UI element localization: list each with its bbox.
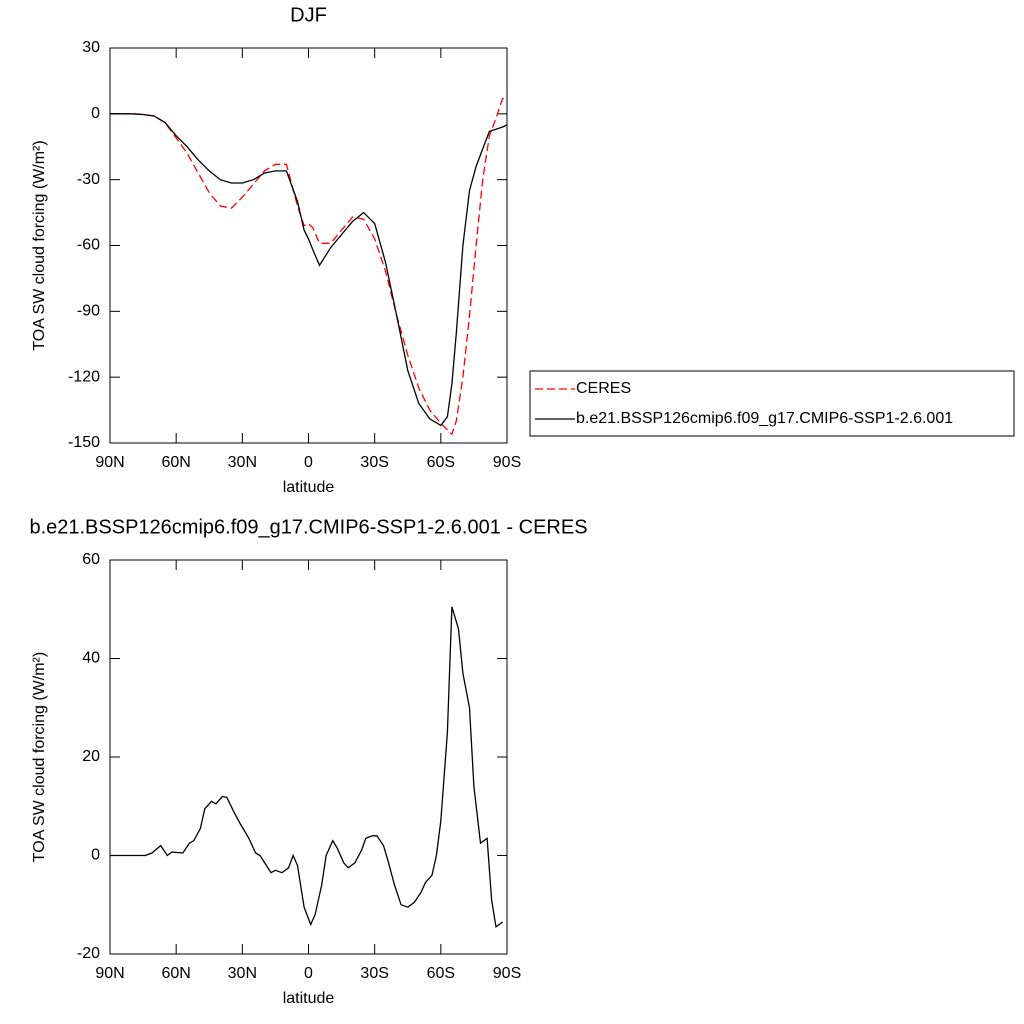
x-tick-label: 60S: [427, 965, 455, 982]
x-tick-label: 30N: [228, 454, 257, 471]
y-tick-label: 20: [82, 748, 100, 765]
chart-title: b.e21.BSSP126cmip6.f09_g17.CMIP6-SSP1-2.…: [29, 516, 587, 538]
x-tick-label: 90S: [493, 454, 521, 471]
y-axis-label: TOA SW cloud forcing (W/m²): [31, 652, 48, 862]
y-tick-label: -120: [68, 368, 100, 385]
y-tick-label: 40: [82, 650, 100, 667]
legend-label: CERES: [576, 380, 631, 397]
y-tick-label: -90: [77, 303, 100, 320]
y-tick-label: -20: [77, 945, 100, 962]
y-tick-label: 0: [91, 847, 100, 864]
data-line: [110, 97, 507, 436]
y-tick-label: 60: [82, 551, 100, 568]
data-line: [110, 113, 508, 427]
x-tick-label: 90S: [493, 965, 521, 982]
x-tick-label: 60N: [161, 965, 190, 982]
chart-title: DJF: [290, 4, 327, 26]
data-line: [110, 606, 503, 929]
x-tick-label: 30N: [228, 965, 257, 982]
y-tick-label: -60: [77, 237, 100, 254]
plot-frame: [109, 47, 508, 444]
y-axis-label: TOA SW cloud forcing (W/m²): [31, 140, 48, 350]
y-tick-label: -150: [68, 434, 100, 451]
x-axis-label: latitude: [283, 479, 335, 496]
x-tick-label: 60N: [161, 454, 190, 471]
x-tick-label: 90N: [95, 965, 124, 982]
x-axis-label: latitude: [283, 990, 335, 1007]
y-tick-label: 30: [82, 39, 100, 56]
x-tick-label: 90N: [95, 454, 124, 471]
x-tick-label: 0: [304, 454, 313, 471]
x-tick-label: 60S: [427, 454, 455, 471]
x-tick-label: 0: [304, 965, 313, 982]
plot-frame: [109, 559, 508, 955]
x-tick-label: 30S: [360, 454, 388, 471]
y-tick-label: 0: [91, 105, 100, 122]
legend-box: [529, 370, 1015, 437]
y-tick-label: -30: [77, 171, 100, 188]
x-tick-label: 30S: [360, 965, 388, 982]
legend-label: b.e21.BSSP126cmip6.f09_g17.CMIP6-SSP1-2.…: [576, 410, 953, 427]
